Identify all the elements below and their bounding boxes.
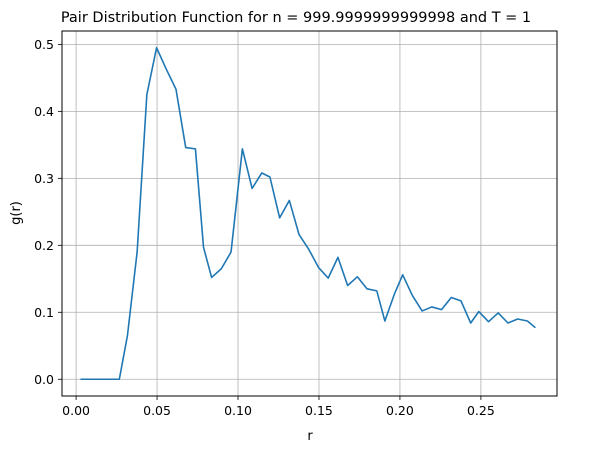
y-tick-label: 0.5	[34, 37, 54, 52]
plot-frame	[61, 30, 558, 397]
y-tick-label: 0.0	[34, 372, 54, 387]
x-tick-label: 0.20	[386, 403, 414, 418]
y-tick-label: 0.4	[34, 104, 54, 119]
x-tick-label: 0.10	[224, 403, 252, 418]
y-tick-label: 0.2	[34, 238, 54, 253]
y-axis-label: g(r)	[9, 201, 24, 225]
series-line	[80, 46, 536, 381]
ticks: 0.00 0.05 0.10 0.15 0.20 0.25 0.0 0.1 0.2 0.3 0.4 0…	[34, 37, 495, 418]
x-axis-label: r	[307, 429, 313, 444]
series-layer	[80, 46, 536, 381]
x-tick-label: 0.15	[305, 403, 333, 418]
y-tick-label: 0.3	[34, 171, 54, 186]
grid	[62, 31, 557, 396]
x-tick-label: 0.00	[62, 403, 90, 418]
chart-title: Pair Distribution Function for n = 999.9…	[61, 10, 531, 26]
x-tick-label: 0.05	[143, 403, 171, 418]
y-tick-label: 0.1	[34, 305, 54, 320]
x-tick-label: 0.25	[467, 403, 495, 418]
